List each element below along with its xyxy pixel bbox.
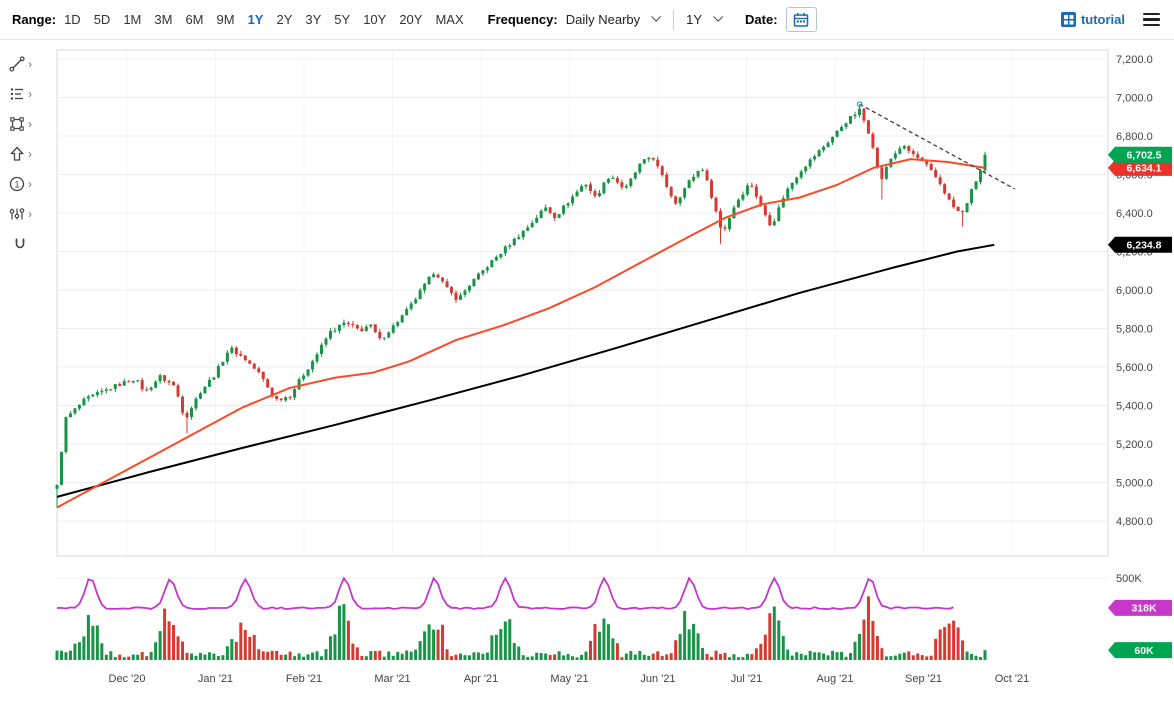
- y-axis-label: 5,600.0: [1116, 362, 1153, 374]
- frequency-label: Frequency:: [487, 12, 558, 27]
- period-value: 1Y: [686, 12, 703, 27]
- range-9m[interactable]: 9M: [216, 12, 235, 27]
- candles-layer: [55, 105, 987, 508]
- annotations-icon: [10, 87, 23, 100]
- svg-text:6,634.1: 6,634.1: [1126, 163, 1161, 175]
- range-max[interactable]: MAX: [435, 12, 464, 27]
- svg-text:318K: 318K: [1131, 603, 1157, 615]
- chart-area: › › ›: [0, 40, 1174, 699]
- trendline-tool-button[interactable]: ›: [8, 52, 32, 75]
- range-selector: 1D 5D 1M 3M 6M 9M 1Y 2Y 3Y 5Y 10Y 20Y MAX: [64, 12, 464, 27]
- drawing-tools-sidebar: › › ›: [0, 40, 40, 699]
- trendline-icon: [9, 55, 25, 72]
- frequency-value: Daily Nearby: [565, 12, 641, 27]
- chart-canvas[interactable]: Dec '20 Jan '21 Feb '21 Mar '21 Apr '21 May '…: [40, 40, 1174, 699]
- svg-text:60K: 60K: [1134, 645, 1154, 657]
- volume-layer: [55, 576, 987, 660]
- counting-tool-button[interactable]: 1 ›: [8, 172, 32, 195]
- volume-axis-label: 500K: [1116, 573, 1142, 585]
- y-axis-label: 7,000.0: [1116, 93, 1153, 105]
- y-axis-label: 6,400.0: [1116, 208, 1153, 220]
- tutorial-icon: [1060, 12, 1076, 27]
- x-axis-label: Sep '21: [905, 673, 942, 685]
- x-axis-label: Mar '21: [374, 673, 410, 685]
- range-10y[interactable]: 10Y: [363, 12, 387, 27]
- chevron-down-icon: [651, 11, 662, 22]
- shapes-icon: [10, 116, 24, 131]
- price-badges-layer: 6,634.16,702.5 6,234.8 318K 60K: [1108, 146, 1172, 659]
- magnet-icon: [15, 238, 25, 248]
- range-3m[interactable]: 3M: [154, 12, 173, 27]
- range-3y[interactable]: 3Y: [305, 12, 322, 27]
- chevron-right-icon: ›: [28, 146, 32, 161]
- tutorial-label: tutorial: [1080, 12, 1125, 27]
- ma-fast-price-badge: [1108, 159, 1172, 176]
- sliders-icon: [9, 207, 25, 219]
- tutorial-link[interactable]: tutorial: [1060, 12, 1125, 27]
- shapes-tool-button[interactable]: ›: [8, 112, 32, 135]
- range-1d[interactable]: 1D: [64, 12, 81, 27]
- chart-toolbar: Range: 1D 5D 1M 3M 6M 9M 1Y 2Y 3Y 5Y 10Y 20Y MAX Fre…: [0, 0, 1174, 40]
- ma-slow-price-badge: [1108, 236, 1172, 253]
- range-6m[interactable]: 6M: [185, 12, 204, 27]
- chevron-right-icon: ›: [28, 86, 32, 101]
- frequency-dropdown[interactable]: Daily Nearby: [565, 11, 662, 27]
- open-interest-badge: [1108, 599, 1172, 616]
- slow-moving-average-line: [56, 243, 995, 498]
- period-dropdown[interactable]: 1Y: [686, 11, 724, 27]
- y-axis-label: 5,400.0: [1116, 401, 1153, 413]
- toolbar-divider: [673, 9, 675, 30]
- drawn-trendline: [859, 103, 1016, 190]
- date-picker-button[interactable]: [785, 7, 817, 32]
- arrow-tool-button[interactable]: ›: [8, 142, 32, 165]
- range-2y[interactable]: 2Y: [276, 12, 293, 27]
- x-axis-label: Jul '21: [731, 673, 762, 685]
- x-axis-label: May '21: [550, 673, 588, 685]
- x-axis-label: Dec '20: [109, 673, 146, 685]
- calendar-icon: [793, 12, 809, 27]
- chevron-right-icon: ›: [28, 176, 32, 191]
- y-axis-label: 4,800.0: [1116, 516, 1153, 528]
- chevron-right-icon: ›: [28, 56, 32, 71]
- y-axis-label: 7,200.0: [1116, 54, 1153, 66]
- y-axis-label: 6,800.0: [1116, 131, 1153, 143]
- x-axis-label: Feb '21: [286, 673, 322, 685]
- grid-layer: [56, 49, 1109, 579]
- range-5y[interactable]: 5Y: [334, 12, 351, 27]
- chart-holder: Dec '20 Jan '21 Feb '21 Mar '21 Apr '21 May '…: [40, 40, 1174, 699]
- x-axis-label: Oct '21: [995, 673, 1030, 685]
- overlay-lines-layer: [56, 101, 1016, 509]
- range-label: Range:: [12, 12, 57, 27]
- chevron-right-icon: ›: [28, 116, 32, 131]
- svg-text:6,702.5: 6,702.5: [1126, 150, 1161, 162]
- range-20y[interactable]: 20Y: [399, 12, 423, 27]
- date-label: Date:: [745, 12, 778, 27]
- chevron-right-icon: ›: [28, 206, 32, 221]
- last-price-badge: [1108, 146, 1172, 163]
- annotations-tool-button[interactable]: ›: [8, 82, 32, 105]
- trendline-anchor-marker: [856, 101, 863, 108]
- y-axis-label: 6,000.0: [1116, 285, 1153, 297]
- y-axis-label: 5,200.0: [1116, 439, 1153, 451]
- x-axis-label: Jan '21: [198, 673, 233, 685]
- x-axis-label: Aug '21: [817, 673, 854, 685]
- chevron-down-icon: [713, 11, 724, 22]
- magnet-mode-button[interactable]: [11, 232, 29, 255]
- x-axis-label: Apr '21: [464, 673, 499, 685]
- y-axis-label: 5,800.0: [1116, 324, 1153, 336]
- number-one-circle-icon: 1: [9, 176, 25, 191]
- menu-button[interactable]: [1141, 9, 1162, 31]
- svg-text:6,234.8: 6,234.8: [1126, 240, 1161, 252]
- fast-moving-average-line: [56, 158, 986, 509]
- arrow-up-icon: [10, 146, 24, 161]
- count-glyph: 1: [14, 179, 19, 189]
- y-axis-label: 5,000.0: [1116, 478, 1153, 490]
- x-axis-label: Jun '21: [640, 673, 675, 685]
- range-1m[interactable]: 1M: [123, 12, 142, 27]
- range-5d[interactable]: 5D: [93, 12, 111, 27]
- open-interest-line: [56, 576, 954, 611]
- indicators-tool-button[interactable]: ›: [8, 202, 32, 225]
- volume-badge: [1108, 642, 1172, 659]
- range-1y[interactable]: 1Y: [247, 12, 264, 27]
